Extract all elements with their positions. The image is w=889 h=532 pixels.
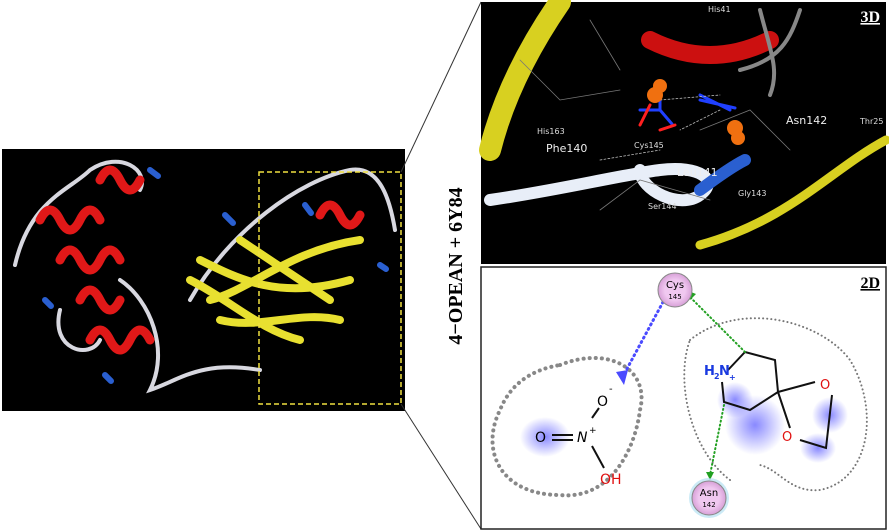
- atom-label: 2: [714, 372, 720, 381]
- panel-tag: 3D: [860, 9, 880, 26]
- residue-number: 142: [702, 501, 715, 509]
- residue-name: Cys: [666, 280, 684, 291]
- residue-label: His163: [537, 127, 565, 136]
- atom-label: +: [729, 373, 736, 382]
- residue-label: Cys145: [634, 141, 664, 150]
- residue-number: 145: [668, 293, 681, 301]
- atom-label: OH: [600, 472, 622, 488]
- complex-label: 4−OPEAN + 6Y84: [445, 187, 467, 344]
- panel-tag: 2D: [860, 275, 880, 292]
- residue-label: His41: [708, 5, 731, 14]
- atom-charge: +: [589, 426, 597, 436]
- residue-label: Ser144: [648, 202, 677, 211]
- protein-view: [2, 149, 405, 411]
- residue-label: Gly143: [738, 189, 766, 198]
- atom-label: O: [597, 394, 608, 410]
- atom-charge: -: [609, 384, 613, 395]
- atom-label: H: [704, 364, 715, 379]
- residue-label: Asn142: [786, 114, 827, 127]
- panel-2d: 2D Cys 145 Asn 142 H 2 N + O O: [480, 266, 887, 530]
- residue-label: Phe140: [546, 142, 587, 155]
- atom-label: N: [577, 430, 588, 446]
- atom-label: N: [719, 364, 730, 379]
- residue-label: Thr25: [859, 117, 883, 126]
- atom-label: O: [820, 378, 830, 393]
- panel-3d: 3D His41 His163 Phe140 Cys145 Asn142 Thr…: [479, 0, 889, 264]
- atom-label: O: [782, 430, 792, 445]
- residue-name: Asn: [700, 488, 718, 499]
- atom-label: O: [535, 430, 546, 446]
- residue-label: Leu141: [677, 166, 718, 179]
